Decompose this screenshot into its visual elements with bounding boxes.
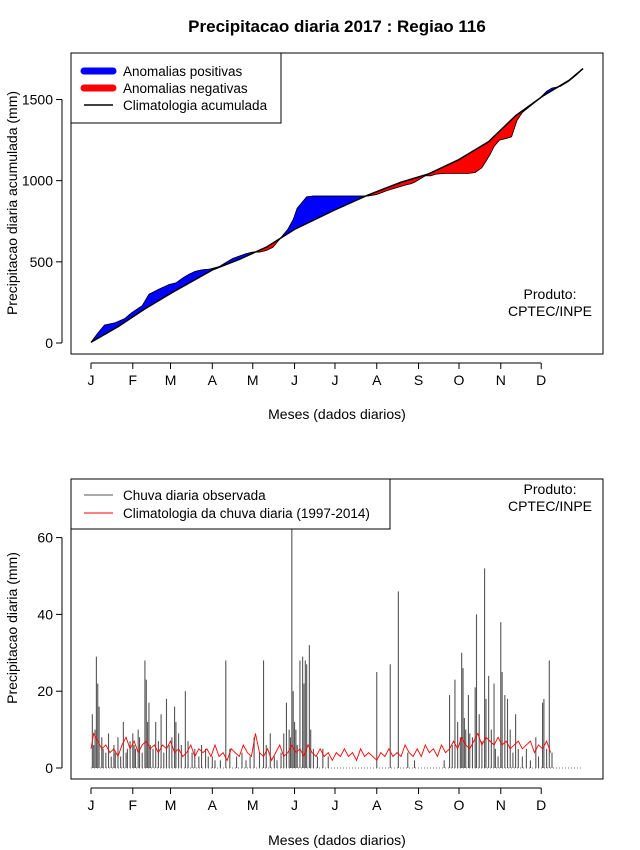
x-tick-label: F bbox=[129, 797, 138, 813]
legend-label-climatology: Climatologia acumulada bbox=[123, 98, 268, 113]
x-tick-label: O bbox=[454, 797, 465, 813]
climatology-accumulated-line bbox=[90, 68, 584, 343]
x-tick-label: M bbox=[247, 372, 259, 388]
y-tick-label: 500 bbox=[30, 254, 54, 270]
y-tick-label: 1500 bbox=[22, 91, 53, 107]
y-tick-label: 0 bbox=[45, 760, 53, 776]
y-tick-label: 40 bbox=[37, 606, 53, 622]
legend-label-positive: Anomalias positivas bbox=[123, 64, 243, 79]
legend-label-observed: Chuva diaria observada bbox=[123, 488, 266, 503]
x-tick-label: M bbox=[165, 797, 177, 813]
x-tick-label: O bbox=[454, 372, 465, 388]
legend: Anomalias positivas Anomalias negativas … bbox=[70, 52, 282, 124]
x-tick-label: J bbox=[88, 797, 95, 813]
plot-frame bbox=[70, 52, 604, 355]
y-axis: 0 500 1000 1500 bbox=[22, 91, 63, 351]
y-axis: 0 20 40 60 bbox=[37, 530, 63, 776]
x-tick-label: J bbox=[331, 372, 338, 388]
series-lines bbox=[90, 68, 584, 343]
annotation-produto: Produto: bbox=[524, 481, 577, 497]
x-tick-label: D bbox=[536, 797, 546, 813]
x-tick-label: F bbox=[129, 372, 138, 388]
y-axis-label: Precipitacao diaria (mm) bbox=[4, 552, 20, 704]
x-axis-label: Meses (dados diarios) bbox=[268, 406, 406, 422]
legend-box bbox=[70, 478, 391, 530]
climatology-daily-line bbox=[90, 732, 552, 762]
annotation-cptec: CPTEC/INPE bbox=[508, 303, 592, 319]
chart-accumulated: Precipitacao diaria 2017 : Regiao 116 0 5… bbox=[4, 17, 604, 422]
y-tick-label: 1000 bbox=[22, 173, 53, 189]
x-tick-label: N bbox=[496, 372, 506, 388]
x-tick-label: J bbox=[88, 372, 95, 388]
x-tick-label: M bbox=[247, 797, 259, 813]
legend-label-climatology: Climatologia da chuva diaria (1997-2014) bbox=[123, 506, 370, 521]
legend-label-negative: Anomalias negativas bbox=[123, 81, 248, 96]
y-tick-label: 20 bbox=[37, 683, 53, 699]
x-tick-label: M bbox=[165, 372, 177, 388]
annotation-cptec: CPTEC/INPE bbox=[508, 498, 592, 514]
x-tick-label: A bbox=[208, 797, 218, 813]
x-tick-label: J bbox=[331, 797, 338, 813]
daily-bars bbox=[91, 487, 583, 769]
x-tick-label: S bbox=[414, 797, 423, 813]
chart-daily: 0 20 40 60 J F M A M J J A S O N D Meses (dados diario… bbox=[4, 478, 604, 848]
observed-accumulated-line bbox=[90, 68, 584, 343]
climatology-line bbox=[90, 732, 552, 762]
y-tick-label: 0 bbox=[45, 335, 53, 351]
y-tick-label: 60 bbox=[37, 530, 53, 546]
x-tick-label: A bbox=[208, 372, 218, 388]
y-axis-label: Precipitacao diaria acumulada (mm) bbox=[4, 91, 20, 315]
x-tick-label: J bbox=[291, 797, 298, 813]
annotation-produto: Produto: bbox=[524, 286, 577, 302]
x-tick-label: N bbox=[496, 797, 506, 813]
x-tick-label: A bbox=[372, 797, 382, 813]
x-axis-label: Meses (dados diarios) bbox=[268, 832, 406, 848]
x-tick-label: A bbox=[372, 372, 382, 388]
x-tick-label: D bbox=[536, 372, 546, 388]
x-tick-label: J bbox=[291, 372, 298, 388]
chart-title: Precipitacao diaria 2017 : Regiao 116 bbox=[188, 17, 486, 36]
legend: Chuva diaria observada Climatologia da c… bbox=[70, 478, 391, 530]
x-tick-label: S bbox=[414, 372, 423, 388]
